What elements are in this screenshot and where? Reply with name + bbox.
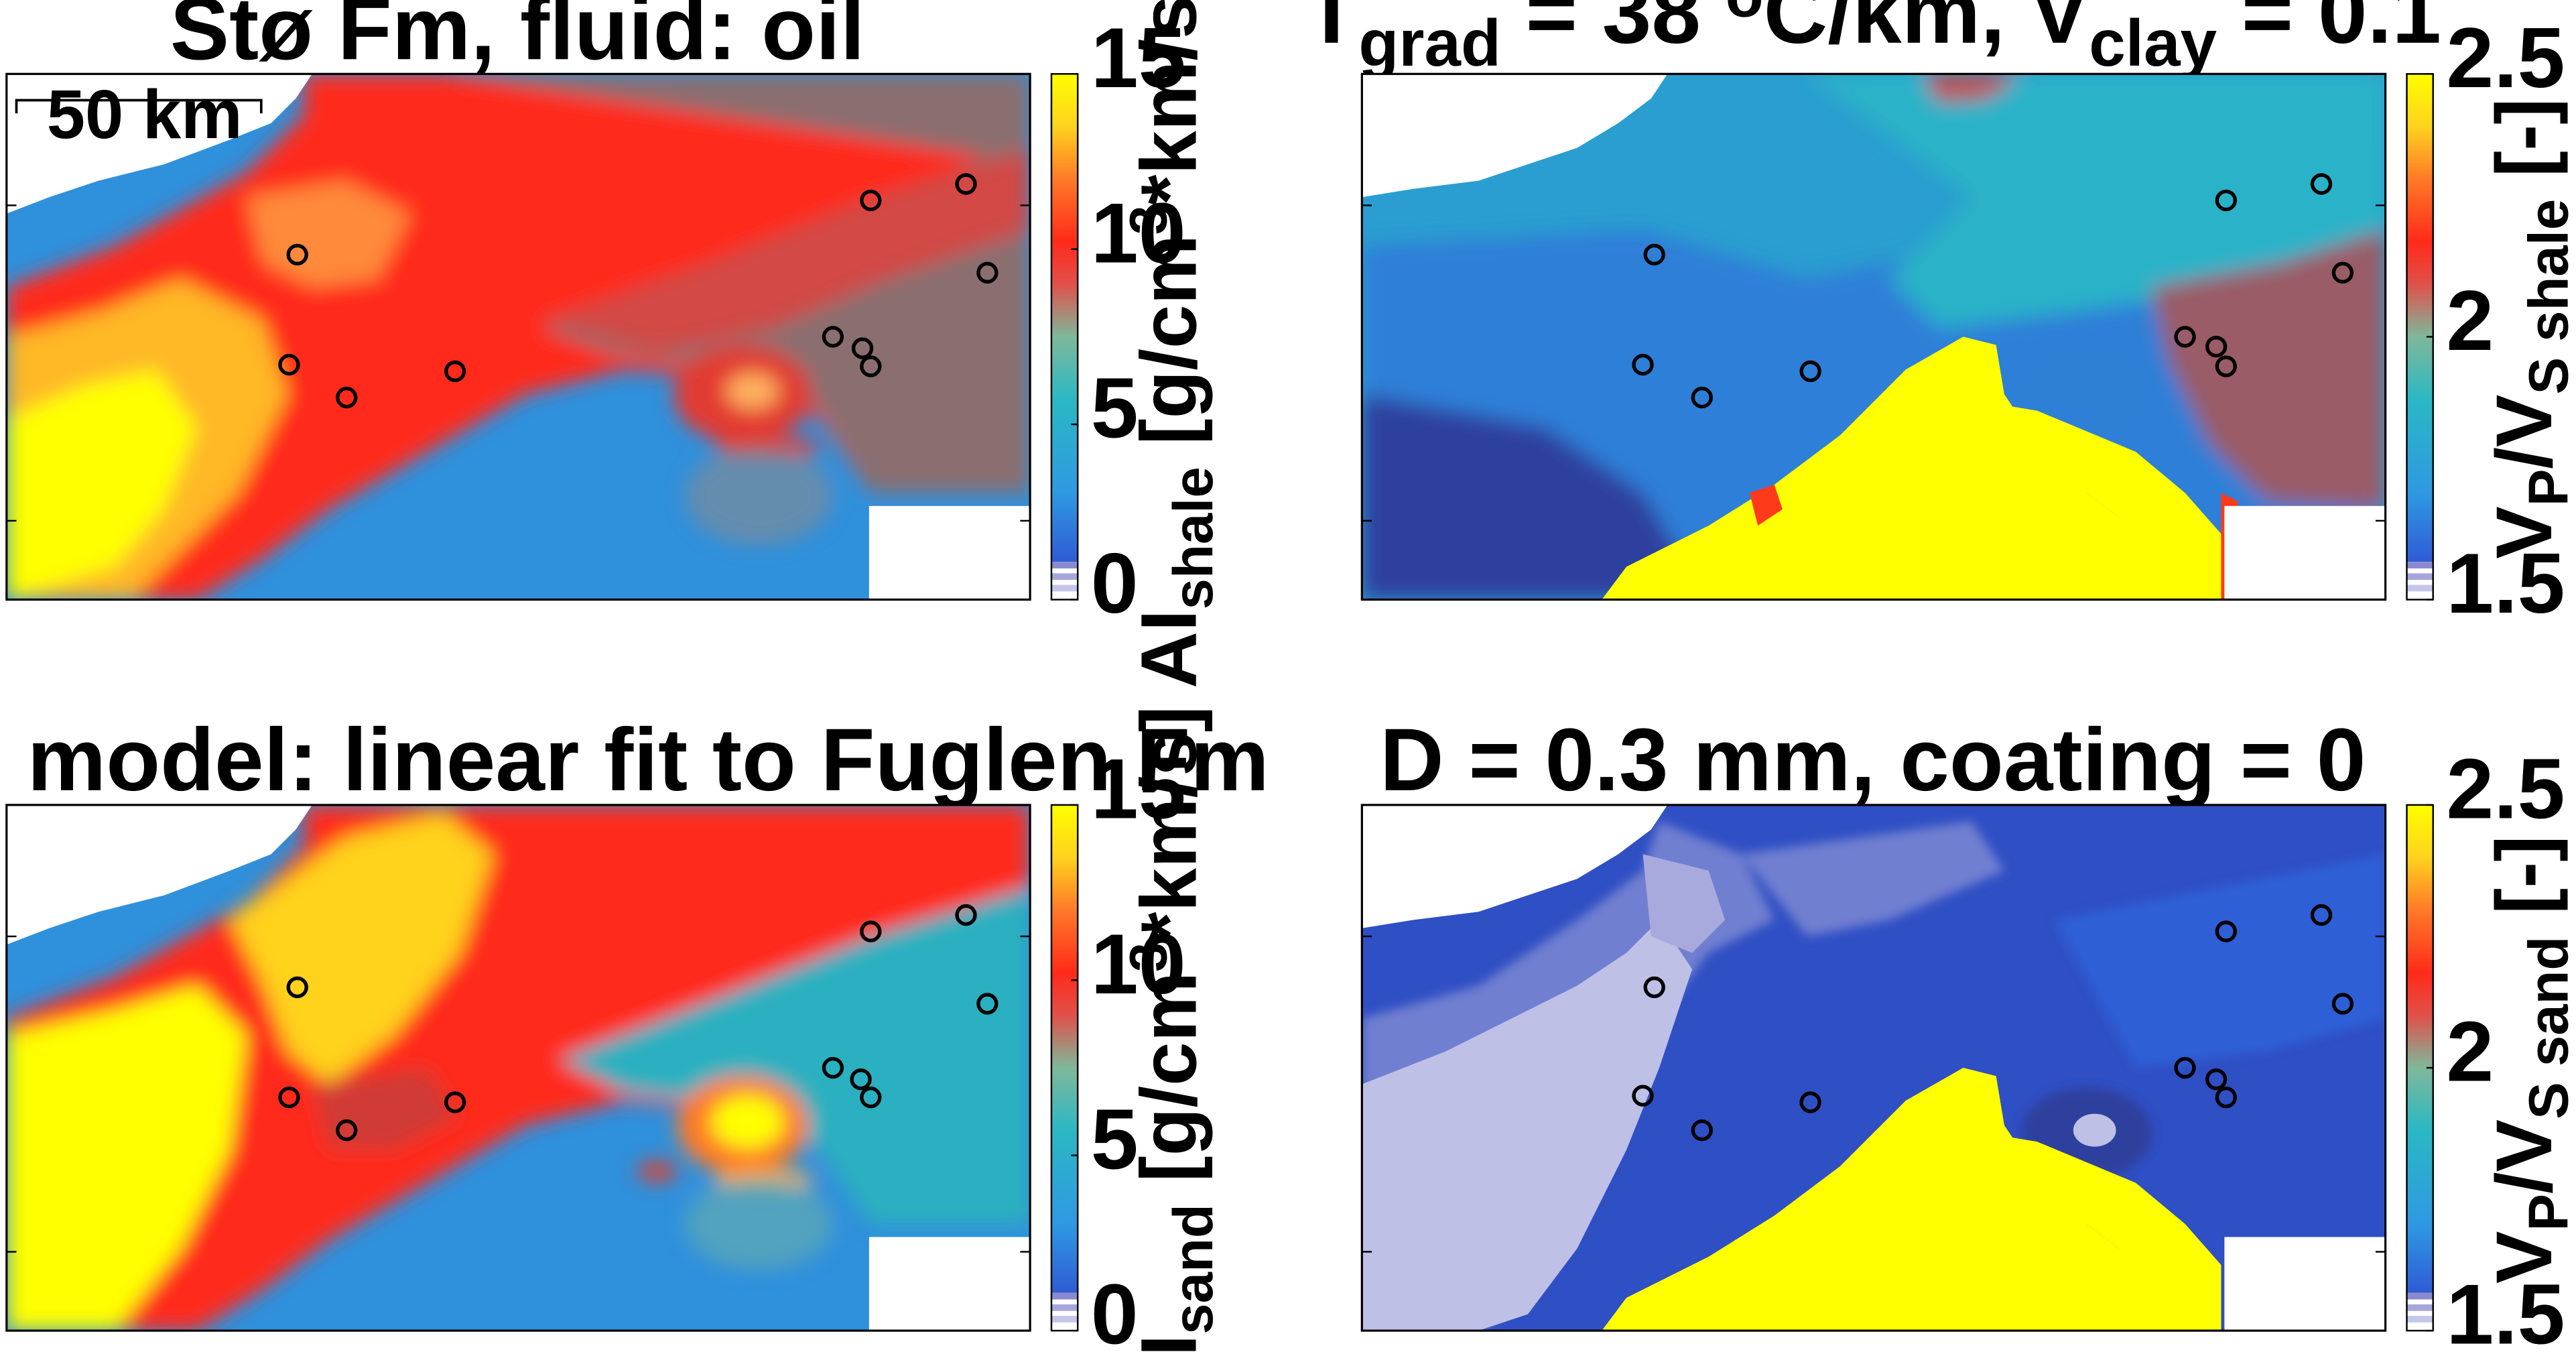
well-marker [2205, 1068, 2228, 1091]
well-marker [955, 904, 977, 926]
well-marker [976, 993, 999, 1015]
well-marker [336, 1119, 358, 1142]
well-marker [278, 353, 300, 376]
well-marker [1691, 386, 1713, 409]
panel-title: Shale model: linear fit to Fuglen Fm [0, 711, 1269, 810]
scale-bar-label: 50 km [47, 76, 243, 153]
well-marker [1632, 1085, 1654, 1107]
colorbar-ticks: 0 5 10 15 [1071, 11, 1186, 631]
colorbar-ticks: 1.5 2 2.5 [2426, 11, 2565, 631]
colorbar-ticks: 0 5 10 15 [1071, 742, 1186, 1352]
well-marker [850, 1068, 872, 1091]
colorbar-tick-label: 2.5 [2446, 742, 2565, 837]
map-area [1362, 74, 2386, 600]
colorbar-tick-label: 2 [2446, 273, 2494, 369]
colorbar-label: AIshale [g/cm3*km/s] [1119, 0, 1225, 688]
colorbar-tick-label: 15 [1091, 11, 1186, 106]
well-marker [2174, 1056, 2196, 1079]
panel-title: Stø Fm, fluid: oil [170, 0, 865, 78]
well-marker [860, 355, 882, 377]
well-marker [1799, 360, 1821, 383]
well-marker [1632, 353, 1654, 376]
well-marker [1643, 243, 1665, 266]
map-area [6, 804, 1031, 1331]
map-area [1362, 804, 2386, 1331]
colorbar-tick-label: 5 [1091, 1092, 1139, 1187]
well-marker [860, 920, 882, 942]
panel-title: Tgrad = 38 oC/km, Vclay = 0.1 [1305, 0, 2441, 80]
scale-bar: 50 km [15, 76, 263, 153]
wells [278, 173, 999, 409]
panel-title: D = 0.3 mm, coating = 0 [1380, 711, 2366, 810]
colorbar-tick-label: 10 [1091, 186, 1186, 281]
well-marker [860, 1086, 882, 1109]
well-marker [822, 326, 844, 348]
colorbar-tick-label: 2.5 [2446, 11, 2565, 106]
well-marker [2215, 355, 2238, 377]
well-marker [2174, 326, 2196, 348]
colorbar: 1.5 2 2.5 VP/VS shale [-] [2406, 11, 2576, 631]
well-marker [2331, 261, 2354, 284]
well-marker [2205, 335, 2228, 358]
wells [1632, 173, 2354, 409]
panel-bottom-left: Shale model: linear fit to Fuglen Fm [0, 706, 1269, 1352]
well-marker [2331, 993, 2354, 1015]
well-marker [1691, 1119, 1713, 1142]
colorbar-tick-label: 2 [2446, 1005, 2494, 1100]
colorbar: 1.5 2 2.5 VP/VS sand [-] [2406, 742, 2576, 1352]
colorbar-tick-label: 1.5 [2446, 536, 2565, 631]
colorbar: 0 5 10 15 AIshale [g/cm3*km/s] [1050, 0, 1225, 688]
well-marker [851, 337, 874, 359]
well-marker [860, 189, 882, 212]
well-marker [444, 360, 466, 383]
colorbar-label: VP/VS shale [-] [2480, 99, 2576, 559]
well-marker [822, 1056, 844, 1079]
panel-bottom-right: D = 0.3 mm, coating = 0 [1360, 711, 2576, 1352]
well-marker [286, 243, 308, 266]
map-area [6, 74, 1031, 600]
colorbar-tick-label: 0 [1091, 1268, 1139, 1352]
well-marker [1799, 1091, 1821, 1113]
well-marker [444, 1091, 466, 1113]
well-marker [955, 173, 977, 195]
colorbar-label: AIsand [g/cm3*km/s] [1119, 706, 1225, 1352]
well-marker [278, 1086, 300, 1109]
well-marker [976, 261, 999, 284]
wells [1632, 904, 2354, 1142]
colorbar: 0 5 10 15 AIsand [g/cm3*km/s] [1050, 706, 1225, 1352]
well-marker [286, 976, 308, 999]
well-marker [336, 386, 358, 409]
colorbar-tick-label: 15 [1091, 742, 1186, 837]
well-marker [2215, 1086, 2238, 1109]
well-marker [2215, 189, 2238, 212]
panel-top-left: Stø Fm, fluid: oil 50 km [5, 0, 1225, 688]
colorbar-tick-label: 5 [1091, 361, 1139, 456]
colorbar-ticks: 1.5 2 2.5 [2426, 742, 2565, 1352]
panel-top-right: Tgrad = 38 oC/km, Vclay = 0.1 [1305, 0, 2576, 631]
colorbar-tick-label: 0 [1091, 536, 1139, 631]
colorbar-tick-label: 1.5 [2446, 1268, 2565, 1352]
colorbar-label: VP/VS sand [-] [2480, 835, 2576, 1284]
colorbar-tick-label: 10 [1091, 917, 1186, 1012]
wells [278, 904, 999, 1142]
well-marker [2310, 173, 2333, 195]
well-marker [2310, 904, 2333, 926]
well-marker [1643, 976, 1665, 999]
well-marker [2215, 920, 2238, 942]
